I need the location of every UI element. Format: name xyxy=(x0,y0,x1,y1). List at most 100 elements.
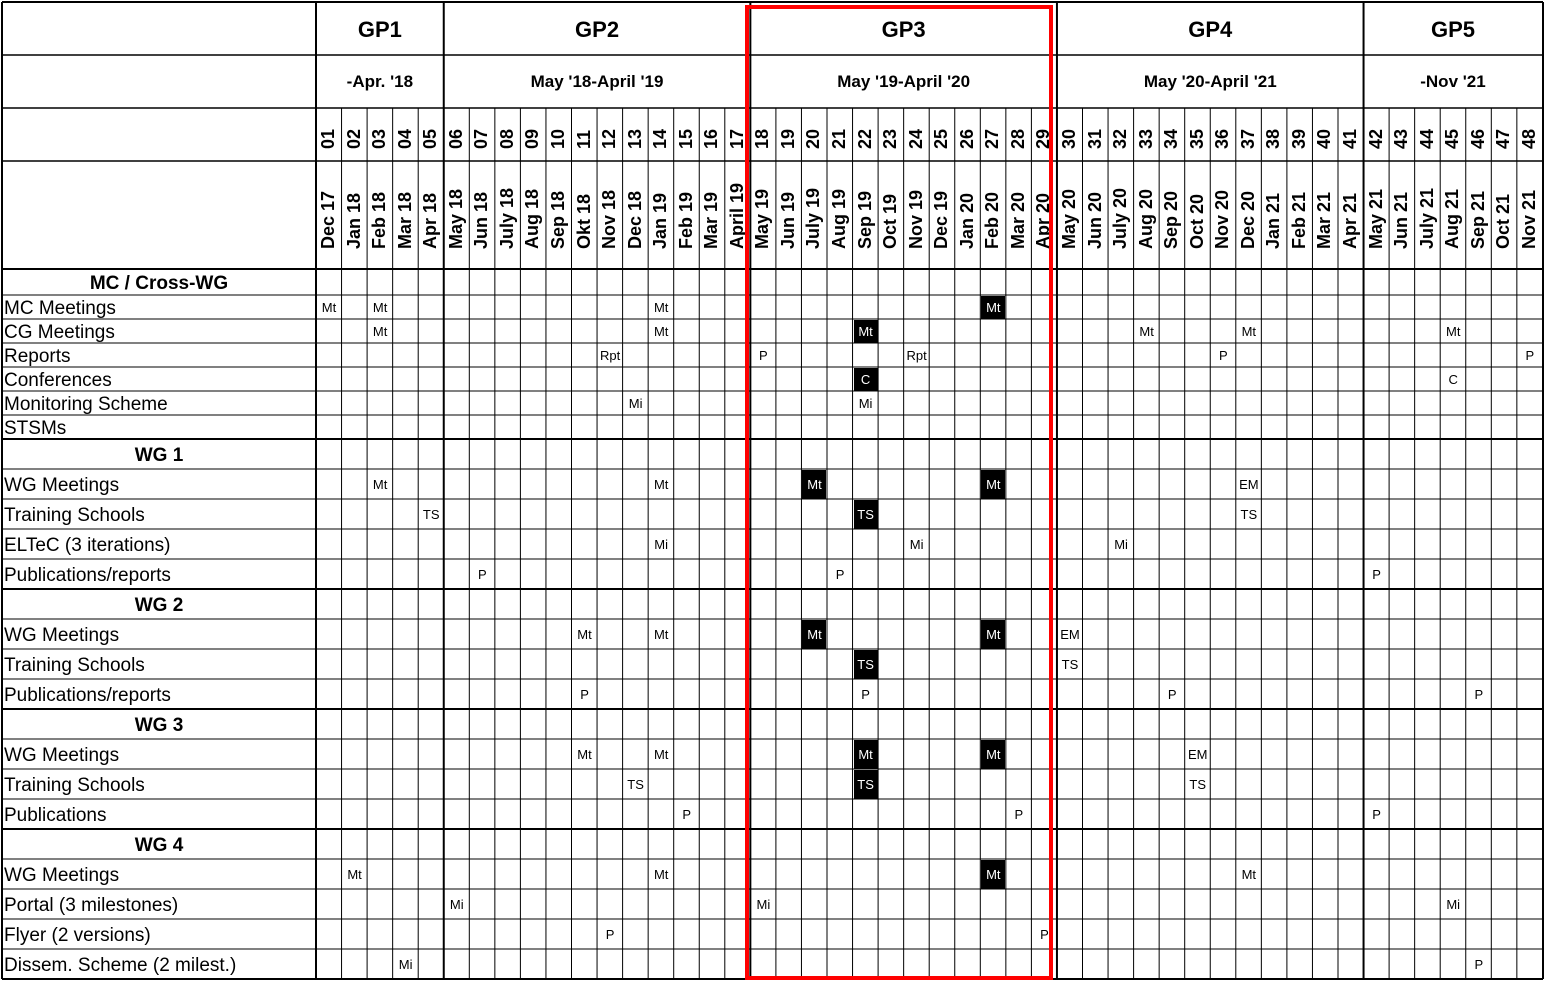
column-number: 21 xyxy=(829,128,849,149)
column-number: 14 xyxy=(650,128,671,149)
column-number: 17 xyxy=(726,128,747,149)
milestone-mark: Mi xyxy=(449,896,464,912)
column-month: Jun 21 xyxy=(1391,191,1412,249)
activity-label: Training Schools xyxy=(4,654,145,676)
column-month: Okt 18 xyxy=(573,193,594,249)
group-period-gp5: -Nov '21 xyxy=(1420,72,1486,91)
milestone-mark: P xyxy=(1372,566,1381,582)
milestone-mark: Rpt xyxy=(906,347,927,363)
milestone-mark: Mi xyxy=(858,395,873,411)
column-month: Nov 18 xyxy=(599,189,620,249)
column-month: Dec 18 xyxy=(624,190,645,249)
milestone-mark: P xyxy=(1372,806,1381,822)
milestone-mark: TS xyxy=(627,776,644,792)
column-month: Dec 17 xyxy=(318,190,338,249)
milestone-mark: P xyxy=(861,686,870,702)
milestone-mark: Mt xyxy=(372,299,388,315)
milestone-mark: C xyxy=(1448,371,1458,387)
milestone-mark: Mt xyxy=(577,626,592,642)
activity-label: MC Meetings xyxy=(4,297,116,319)
milestone-mark-filled: TS xyxy=(853,500,878,529)
milestone-mark: Mi xyxy=(1114,536,1128,552)
column-number: 37 xyxy=(1237,128,1258,149)
column-month: Jan 20 xyxy=(956,192,977,249)
column-month: July 20 xyxy=(1110,187,1131,249)
column-month: Apr 20 xyxy=(1033,192,1054,249)
column-month: Sep 21 xyxy=(1467,190,1488,249)
section-title: WG 4 xyxy=(134,834,184,856)
column-month: April 19 xyxy=(726,182,747,249)
column-month: Aug 19 xyxy=(829,188,849,249)
column-month: Nov 19 xyxy=(905,189,926,249)
column-month: Oct 21 xyxy=(1493,193,1514,249)
milestone-mark: P xyxy=(1014,806,1024,822)
milestone-mark-filled: Mt xyxy=(853,320,878,343)
column-number: 29 xyxy=(1033,128,1054,149)
milestone-mark: TS xyxy=(1240,506,1258,522)
column-number: 28 xyxy=(1007,128,1028,149)
column-number: 19 xyxy=(777,128,798,149)
milestone-mark: P xyxy=(580,686,589,702)
column-number: 09 xyxy=(522,128,543,149)
column-month: Aug 20 xyxy=(1135,188,1156,249)
group-title-gp3: GP3 xyxy=(881,17,926,42)
activity-label: Flyer (2 versions) xyxy=(4,924,151,946)
column-number: 12 xyxy=(599,128,620,149)
column-month: July 18 xyxy=(496,187,517,249)
column-number: 44 xyxy=(1416,128,1437,149)
column-month: Oct 19 xyxy=(880,193,901,249)
activity-label: Monitoring Scheme xyxy=(4,393,168,415)
milestone-mark: P xyxy=(605,926,615,942)
column-number: 42 xyxy=(1365,128,1386,149)
column-month: Jun 18 xyxy=(471,191,492,249)
column-number: 07 xyxy=(471,128,492,149)
column-month: Jan 21 xyxy=(1263,192,1284,249)
column-month: Feb 19 xyxy=(675,191,696,249)
activity-label: Training Schools xyxy=(4,504,145,526)
milestone-mark: Rpt xyxy=(599,347,621,363)
milestone-mark: P xyxy=(1040,926,1049,942)
column-month: Feb 20 xyxy=(982,191,1003,249)
column-month: Sep 19 xyxy=(854,190,875,249)
column-month: Nov 20 xyxy=(1212,189,1233,249)
milestone-mark: Mt xyxy=(372,323,388,339)
column-number: 22 xyxy=(854,128,875,149)
activity-label: ELTeC (3 iterations) xyxy=(4,534,171,556)
column-number: 30 xyxy=(1058,128,1079,149)
milestone-mark-filled: Mt xyxy=(981,296,1006,319)
column-number: 27 xyxy=(982,128,1003,149)
milestone-mark-filled: Mt xyxy=(981,620,1006,649)
milestone-mark: P xyxy=(477,566,487,582)
milestone-mark: P xyxy=(1474,956,1484,972)
milestone-mark: Mt xyxy=(653,323,669,339)
milestone-mark-filled: C xyxy=(853,368,878,391)
column-month: Dec 19 xyxy=(931,190,952,249)
group-period-gp1: -Apr. '18 xyxy=(346,72,414,91)
column-month: Jan 18 xyxy=(343,192,364,249)
column-number: 36 xyxy=(1212,128,1233,149)
activity-label: WG Meetings xyxy=(4,474,120,496)
column-number: 35 xyxy=(1186,128,1207,149)
milestone-mark-filled: TS xyxy=(853,770,878,799)
milestone-mark: Mt xyxy=(577,746,592,762)
group-title-gp1: GP1 xyxy=(357,17,402,42)
column-number: 43 xyxy=(1391,128,1412,149)
column-number: 06 xyxy=(445,128,466,149)
section-title: WG 2 xyxy=(134,594,184,616)
column-number: 03 xyxy=(369,128,390,149)
milestone-mark: Mi xyxy=(398,956,413,972)
milestone-mark: P xyxy=(1525,347,1535,363)
milestone-mark: TS xyxy=(1189,776,1207,792)
activity-label: Reports xyxy=(4,345,71,367)
column-number: 34 xyxy=(1161,128,1182,149)
column-month: Sep 20 xyxy=(1161,190,1182,249)
milestone-mark: TS xyxy=(422,506,440,522)
milestone-mark: EM xyxy=(1060,626,1080,642)
column-month: July 19 xyxy=(803,187,824,249)
column-number: 40 xyxy=(1314,128,1335,149)
column-month: July 21 xyxy=(1416,187,1437,249)
milestone-mark: P xyxy=(835,566,845,582)
milestone-mark: Mt xyxy=(321,299,337,315)
column-month: Jan 19 xyxy=(650,192,671,249)
